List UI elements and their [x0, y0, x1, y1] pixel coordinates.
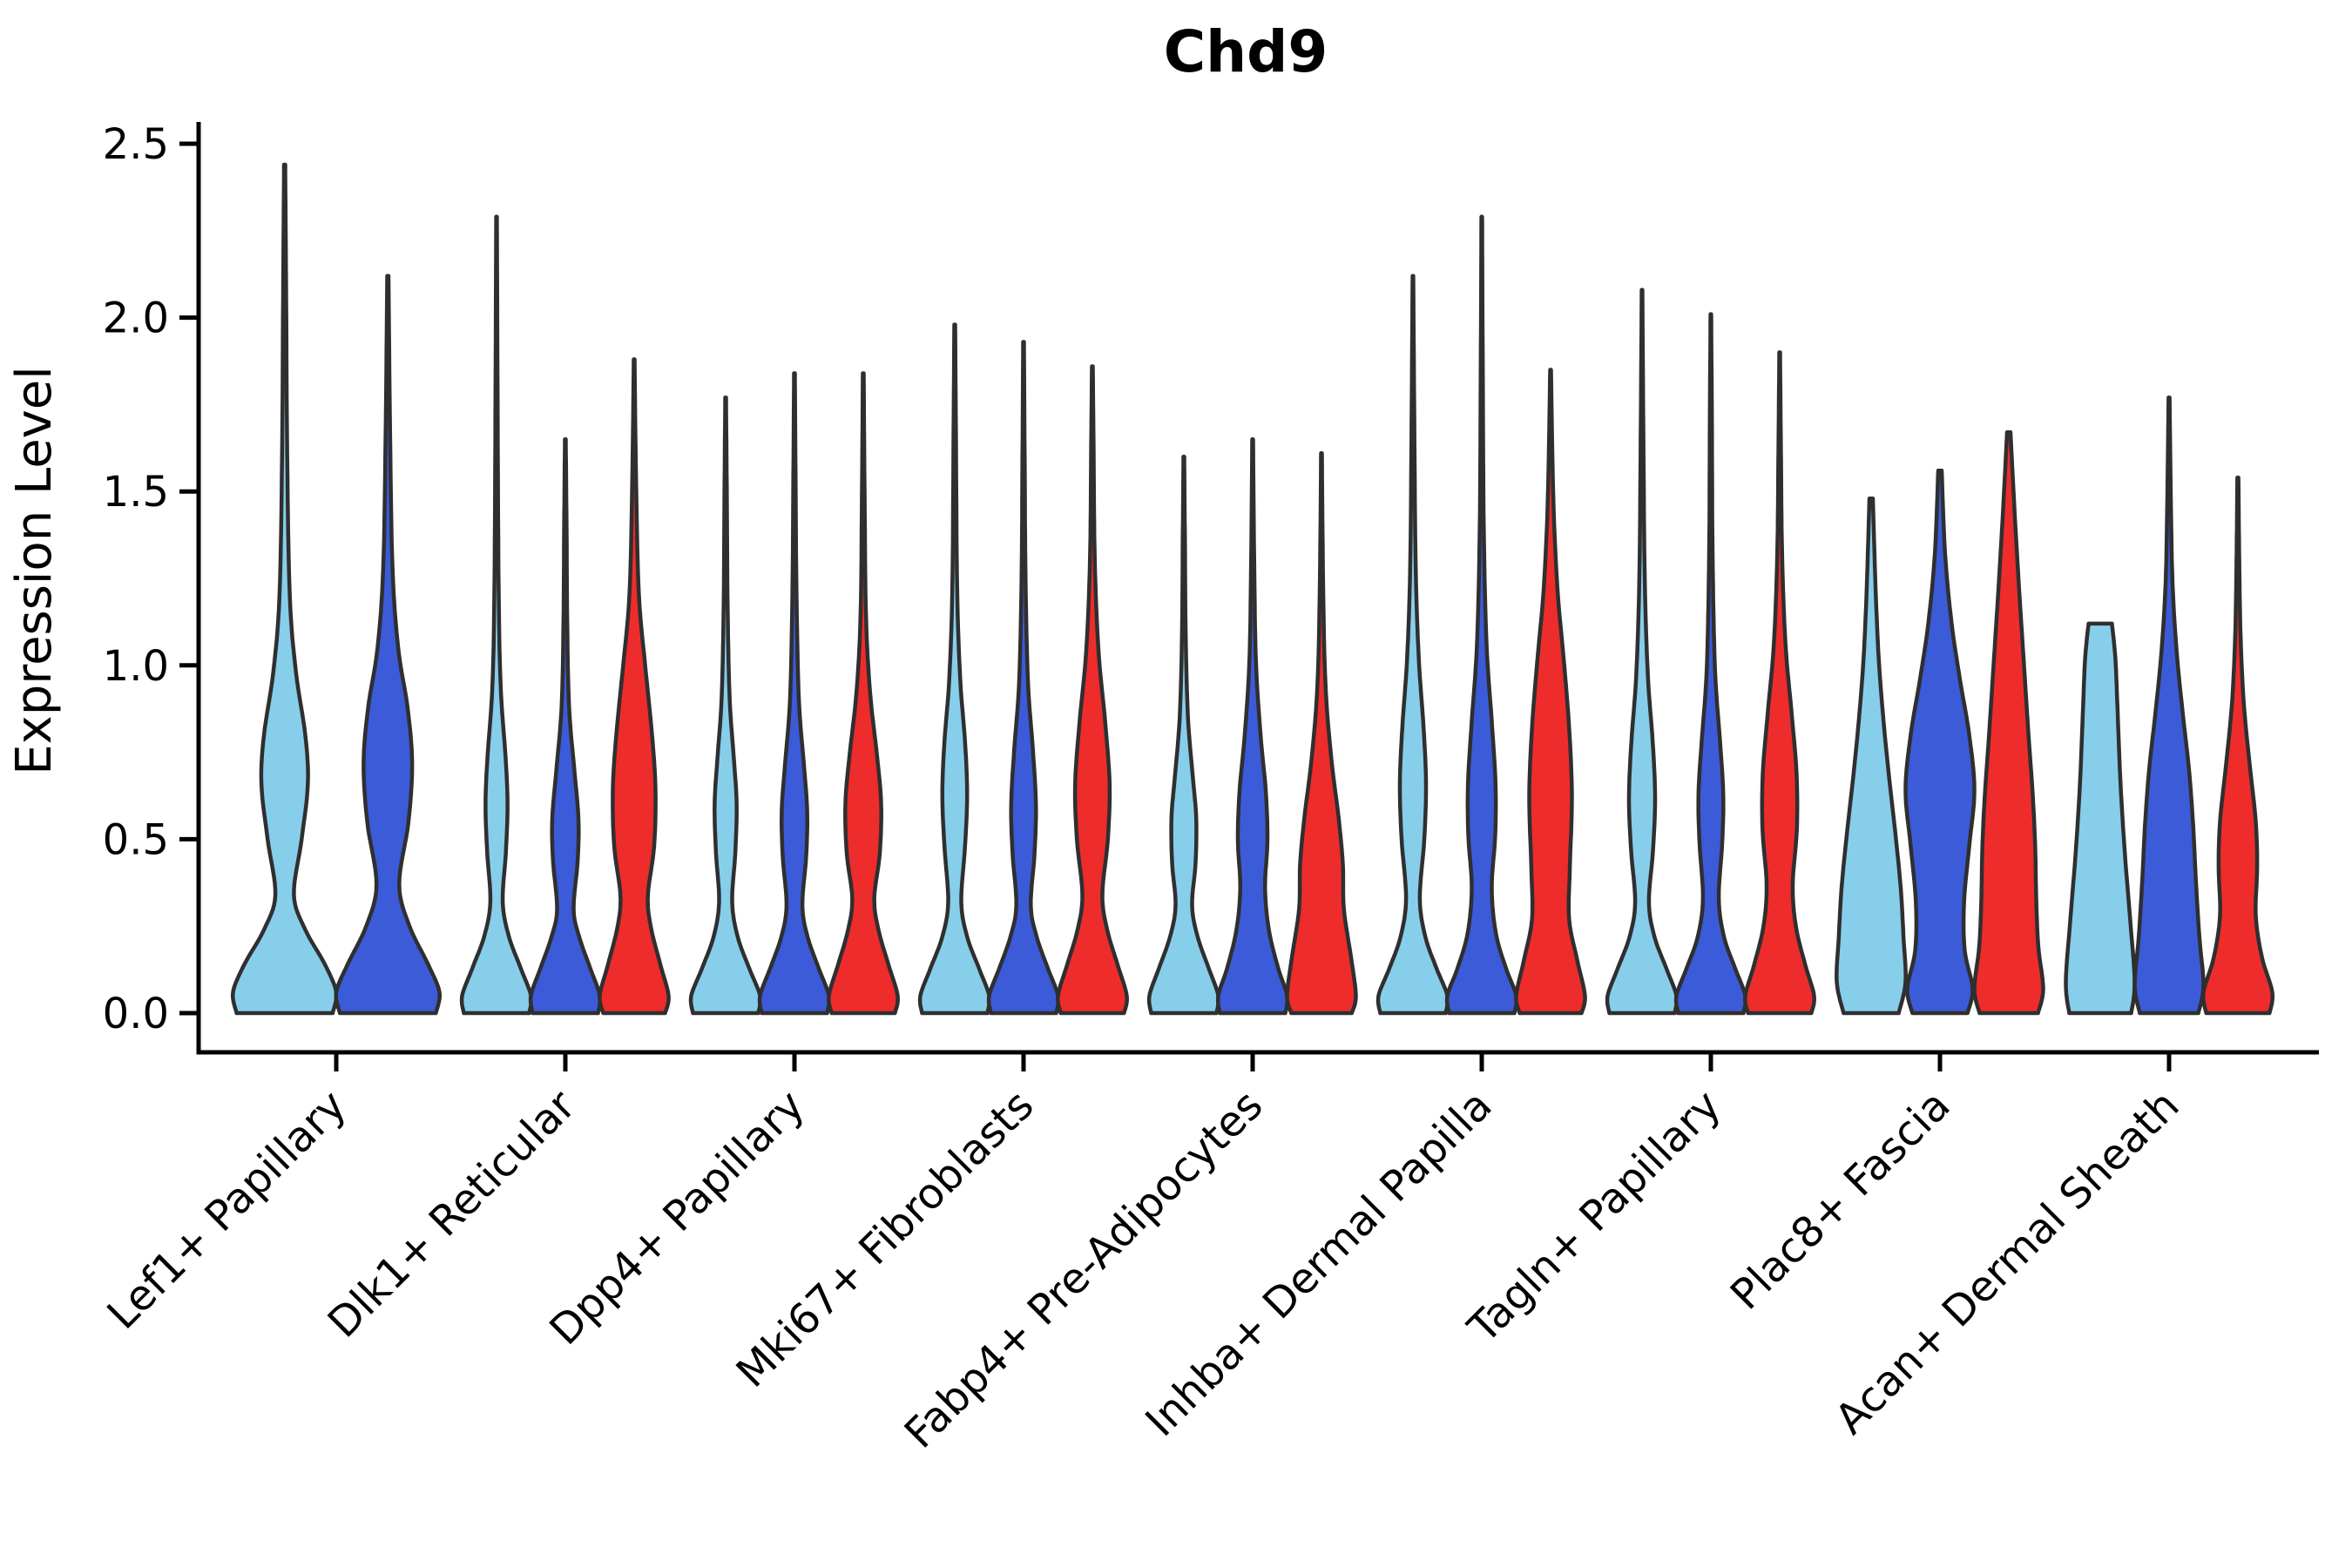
chart-title: Chd9 — [1164, 18, 1328, 85]
violin-dpp4-papillary-light-blue — [688, 395, 763, 1016]
x-tick-label-plac8-fascia: Plac8+ Fascia — [1721, 1081, 1960, 1320]
violin-tagln-papillary-red — [1743, 350, 1816, 1016]
violin-fabp4-pre-adipocytes-red — [1285, 451, 1358, 1016]
violin-plac8-fascia-red — [1972, 430, 2045, 1016]
violin-acan-dermal-sheath-dark-blue — [2132, 395, 2206, 1016]
violin-tagln-papillary-light-blue — [1605, 287, 1680, 1016]
violin-lef1-papillary-dark-blue — [334, 274, 443, 1016]
violin-inhba-dermal-papilla-dark-blue — [1444, 214, 1519, 1016]
y-axis-label: Expression Level — [6, 366, 63, 775]
violin-inhba-dermal-papilla-light-blue — [1375, 274, 1450, 1016]
violin-dpp4-papillary-red — [827, 371, 900, 1016]
violin-dlk1-reticular-red — [598, 357, 671, 1016]
violin-fabp4-pre-adipocytes-light-blue — [1146, 455, 1221, 1016]
violin-mki67-fibroblasts-red — [1056, 364, 1129, 1016]
y-tick-label: 2.5 — [103, 120, 169, 169]
violin-lef1-papillary-light-blue — [230, 162, 339, 1016]
violin-plac8-fascia-dark-blue — [1903, 468, 1977, 1016]
violin-fabp4-pre-adipocytes-dark-blue — [1215, 437, 1290, 1016]
violin-tagln-papillary-dark-blue — [1673, 312, 1748, 1016]
y-tick-label: 2.0 — [103, 294, 169, 343]
violins-layer — [230, 162, 2275, 1016]
y-tick-label: 0.5 — [103, 815, 169, 864]
violin-mki67-fibroblasts-light-blue — [917, 322, 992, 1016]
violin-mki67-fibroblasts-dark-blue — [986, 340, 1061, 1016]
y-tick-label: 0.0 — [103, 990, 169, 1038]
x-tick-label-tagln-papillary: Tagln+ Papillary — [1458, 1081, 1730, 1353]
x-tick-label-dpp4-papillary: Dpp4+ Papillary — [540, 1081, 814, 1355]
y-tick-label: 1.0 — [103, 642, 169, 691]
y-tick-label: 1.5 — [103, 468, 169, 517]
x-tick-label-lef1-papillary: Lef1+ Papillary — [98, 1081, 356, 1339]
violin-plac8-fascia-light-blue — [1835, 496, 1908, 1016]
violin-dlk1-reticular-light-blue — [459, 214, 534, 1016]
violin-dpp4-papillary-dark-blue — [757, 371, 832, 1016]
violin-acan-dermal-sheath-light-blue — [2064, 621, 2137, 1016]
violin-inhba-dermal-papilla-red — [1514, 368, 1587, 1016]
x-tick-label-dlk1-reticular: Dlk1+ Reticular — [319, 1081, 585, 1348]
violin-acan-dermal-sheath-red — [2200, 475, 2275, 1016]
violin-dlk1-reticular-dark-blue — [528, 437, 603, 1016]
